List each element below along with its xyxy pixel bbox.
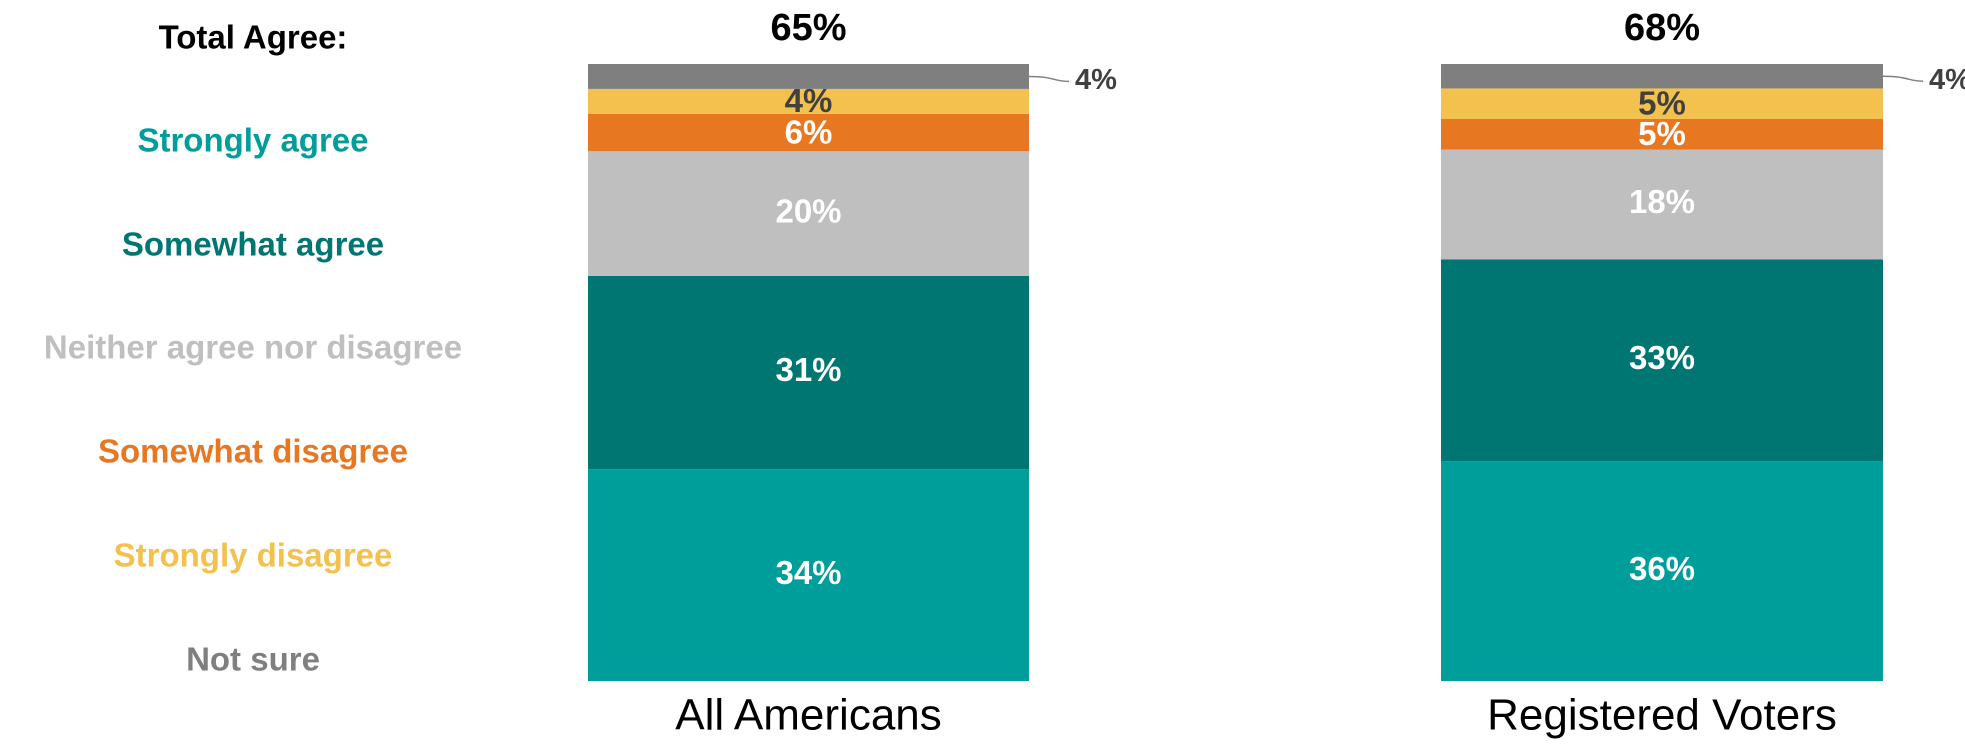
bar-segment xyxy=(588,275,1029,470)
bar-segment xyxy=(1441,259,1883,462)
x-tick-label: All Americans xyxy=(675,691,942,740)
legend-label: Neither agree nor disagree xyxy=(44,329,462,366)
x-tick-label: Registered Voters xyxy=(1487,691,1837,740)
total-label: 68% xyxy=(1624,7,1700,49)
bar-segment xyxy=(1441,64,1883,89)
bar-segment xyxy=(1441,461,1883,681)
value-label: 4% xyxy=(1929,64,1965,96)
total-title: Total Agree: xyxy=(159,19,348,56)
legend-label: Strongly agree xyxy=(137,122,368,159)
bar-segment xyxy=(1441,149,1883,260)
bar-segment xyxy=(1441,88,1883,119)
value-label: 36% xyxy=(1629,550,1695,587)
value-label: 4% xyxy=(1075,64,1117,96)
legend-label: Somewhat disagree xyxy=(98,433,408,470)
bar-segment xyxy=(1441,118,1883,150)
value-label: 20% xyxy=(775,192,841,229)
bar-segment xyxy=(588,88,1029,114)
leader-line xyxy=(1882,75,1924,82)
value-label: 6% xyxy=(785,113,833,150)
legend-label: Not sure xyxy=(186,641,320,678)
bar-segment xyxy=(588,64,1029,89)
value-label: 18% xyxy=(1629,183,1695,220)
bar-segment xyxy=(588,113,1029,152)
legend-label: Strongly disagree xyxy=(114,537,393,574)
value-label: 31% xyxy=(775,351,841,388)
bar-segment xyxy=(588,151,1029,276)
value-label: 34% xyxy=(775,554,841,591)
legend-label: Somewhat agree xyxy=(122,226,384,263)
leader-line xyxy=(1028,75,1070,83)
value-label: 33% xyxy=(1629,339,1695,376)
value-label: 5% xyxy=(1638,115,1686,152)
value-label: 5% xyxy=(1638,84,1686,121)
bar-segment xyxy=(588,469,1029,681)
total-label: 65% xyxy=(770,7,846,49)
